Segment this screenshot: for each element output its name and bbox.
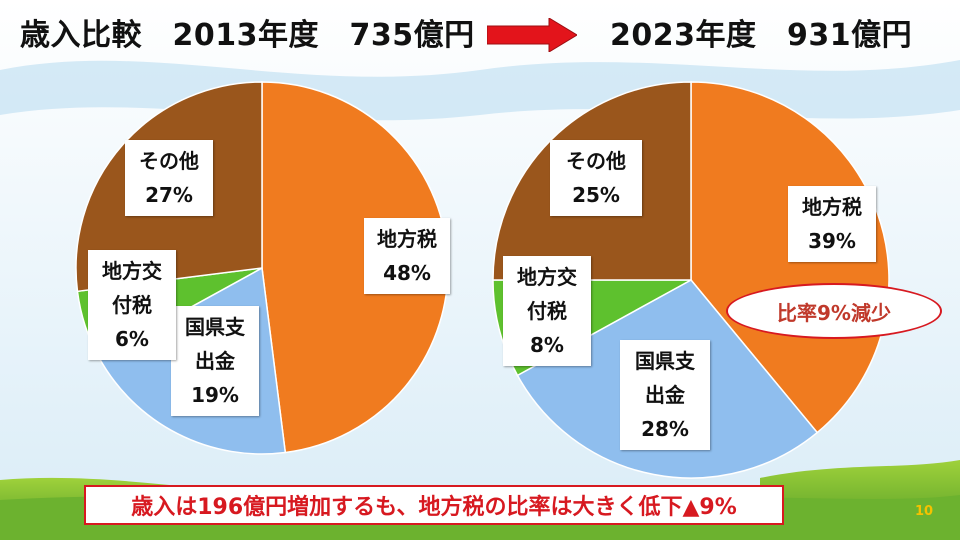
slice-label-local-tax-2023: 地方税 39% [788,186,876,262]
slice-label-national-pref-2013: 国県支 出金 19% [171,306,259,416]
title-right: 2023年度 931億円 [610,18,913,53]
slice-label-local-grant-2023: 地方交 付税 8% [503,256,591,366]
summary-box: 歳入は196億円増加するも、地方税の比率は大きく低下▲9% [84,485,784,525]
slice-label-local-grant-2013: 地方交 付税 6% [88,250,176,360]
ratio-decrease-note: 比率9%減少 [726,283,942,339]
slice-label-other-2023: その他 25% [550,140,642,216]
slice-label-national-pref-2023: 国県支 出金 28% [620,340,710,450]
page-number: 10 [915,504,934,519]
title-left: 歳入比較 2013年度 735億円 [20,18,475,53]
slice-label-local-tax-2013: 地方税 48% [364,218,450,294]
slice-label-other-2013: その他 27% [125,140,213,216]
arrow-right-icon [487,18,577,52]
